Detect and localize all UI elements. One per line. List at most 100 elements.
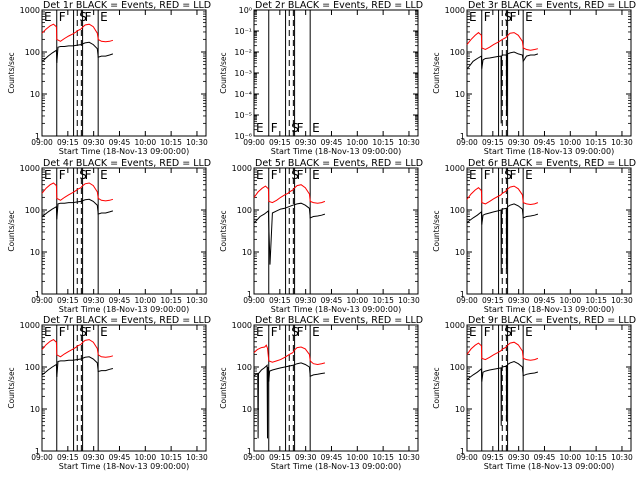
y-tick-label: 10⁻¹	[234, 27, 252, 36]
y-tick-label: 10⁻⁴	[234, 90, 252, 99]
marker-label-start: E	[44, 168, 52, 182]
series-lld	[466, 341, 539, 361]
x-tick-label: 09:00	[456, 296, 478, 305]
x-tick-label: 10:15	[585, 296, 607, 305]
y-tick-label: 100	[450, 206, 465, 215]
y-axis-label: Counts/sec	[432, 210, 441, 251]
y-tick-label: 10	[30, 248, 40, 257]
y-tick-label: 1000	[232, 164, 252, 173]
marker-label-start: E	[469, 325, 477, 339]
x-tick-label: 10:30	[611, 138, 633, 147]
y-tick-label: 1000	[20, 164, 40, 173]
y-tick-label: 1000	[445, 164, 465, 173]
event-marker-label: E	[312, 325, 320, 339]
panel-title: Det 3r BLACK = Events, RED = LLD	[468, 0, 636, 11]
marker-label-start: E	[256, 168, 264, 182]
series-events	[466, 203, 539, 275]
y-tick-label: 10	[242, 405, 252, 414]
x-tick-label: 09:45	[109, 453, 131, 462]
event-marker-label: F	[59, 168, 66, 182]
event-marker-label: E	[100, 10, 108, 24]
y-tick-label: 10	[30, 405, 40, 414]
x-tick-label: 09:45	[534, 138, 556, 147]
panel-title: Det 7r BLACK = Events, RED = LLD	[43, 315, 211, 326]
series-events	[253, 202, 326, 265]
y-axis-label: Counts/sec	[219, 367, 228, 408]
series-events	[41, 356, 114, 377]
series-lld	[466, 185, 539, 206]
event-marker-label: F	[85, 10, 92, 24]
x-tick-label: 10:15	[160, 138, 182, 147]
x-tick-label: 09:15	[482, 138, 504, 147]
series-lld	[253, 184, 326, 204]
x-tick-label: 09:30	[295, 138, 317, 147]
plot-frame	[41, 324, 207, 452]
panel-title: Det 1r BLACK = Events, RED = LLD	[43, 0, 211, 11]
plot-frame	[253, 9, 419, 137]
x-tick-label: 09:30	[295, 296, 317, 305]
plot-frame	[253, 324, 419, 452]
x-tick-label: 10:30	[611, 453, 633, 462]
series-lld	[41, 182, 114, 202]
y-tick-label: 1000	[445, 6, 465, 15]
x-tick-label: 09:45	[534, 453, 556, 462]
x-tick-label: 09:45	[109, 296, 131, 305]
x-axis-label: Start Time (18-Nov-13 09:00:00)	[484, 462, 614, 471]
x-tick-label: 10:00	[559, 453, 581, 462]
event-marker-label: F	[85, 168, 92, 182]
y-tick-label: 100	[237, 206, 252, 215]
y-axis-label: Counts/sec	[7, 367, 16, 408]
plot-frame	[41, 167, 207, 295]
plot-frame	[41, 9, 207, 137]
y-tick-label: 1000	[445, 321, 465, 330]
series-events	[41, 41, 114, 63]
x-tick-label: 10:00	[559, 138, 581, 147]
event-marker-label: F	[271, 121, 278, 135]
x-tick-label: 09:15	[482, 296, 504, 305]
event-marker-label: F	[59, 10, 66, 24]
y-tick-label: 1	[35, 447, 40, 456]
x-axis-label: Start Time (18-Nov-13 09:00:00)	[271, 305, 401, 314]
event-marker-label: F	[297, 168, 304, 182]
y-tick-label: 100	[450, 48, 465, 57]
x-tick-label: 09:00	[243, 138, 265, 147]
event-marker-label: F	[510, 10, 517, 24]
y-axis-label: Counts/sec	[7, 210, 16, 251]
x-tick-label: 09:45	[534, 296, 556, 305]
x-tick-label: 10:30	[186, 296, 208, 305]
x-tick-label: 09:30	[508, 138, 530, 147]
panel-det-4: Det 4r BLACK = Events, RED = LLD 1 10 100 10…	[7, 158, 211, 314]
x-tick-label: 10:30	[186, 453, 208, 462]
event-marker-label: F	[484, 325, 491, 339]
y-tick-label: 1	[460, 132, 465, 141]
x-axis-label: Start Time (18-Nov-13 09:00:00)	[271, 147, 401, 156]
event-marker-label: F	[510, 168, 517, 182]
x-axis-label: Start Time (18-Nov-13 09:00:00)	[484, 305, 614, 314]
y-tick-label: 100	[237, 363, 252, 372]
x-axis-label: Start Time (18-Nov-13 09:00:00)	[59, 462, 189, 471]
x-tick-label: 10:00	[346, 138, 368, 147]
series-events	[466, 51, 539, 124]
y-tick-label: 1	[247, 290, 252, 299]
y-tick-label: 100	[25, 48, 40, 57]
panel-det-5: Det 5r BLACK = Events, RED = LLD 1 10 100 10…	[219, 158, 423, 314]
panel-det-6: Det 6r BLACK = Events, RED = LLD 1 10 100 10…	[432, 158, 636, 314]
x-tick-label: 10:30	[398, 453, 420, 462]
x-tick-label: 10:15	[585, 138, 607, 147]
y-tick-label: 10⁻⁶	[234, 132, 252, 141]
marker-label-start: E	[256, 121, 264, 135]
x-tick-label: 10:30	[398, 138, 420, 147]
y-tick-label: 1	[460, 447, 465, 456]
panel-title: Det 2r BLACK = Events, RED = LLD	[255, 0, 423, 11]
x-tick-label: 09:30	[508, 296, 530, 305]
series-lld	[41, 338, 114, 358]
panel-title: Det 5r BLACK = Events, RED = LLD	[255, 158, 423, 169]
panel-title: Det 4r BLACK = Events, RED = LLD	[43, 158, 211, 169]
marker-label-start: E	[469, 168, 477, 182]
panel-title: Det 8r BLACK = Events, RED = LLD	[255, 315, 423, 326]
y-tick-label: 1	[247, 447, 252, 456]
x-tick-label: 09:00	[456, 138, 478, 147]
y-tick-label: 1	[460, 290, 465, 299]
event-marker-label: F	[484, 10, 491, 24]
panel-det-8: Det 8r BLACK = Events, RED = LLD 1 10 100 10…	[219, 315, 423, 471]
